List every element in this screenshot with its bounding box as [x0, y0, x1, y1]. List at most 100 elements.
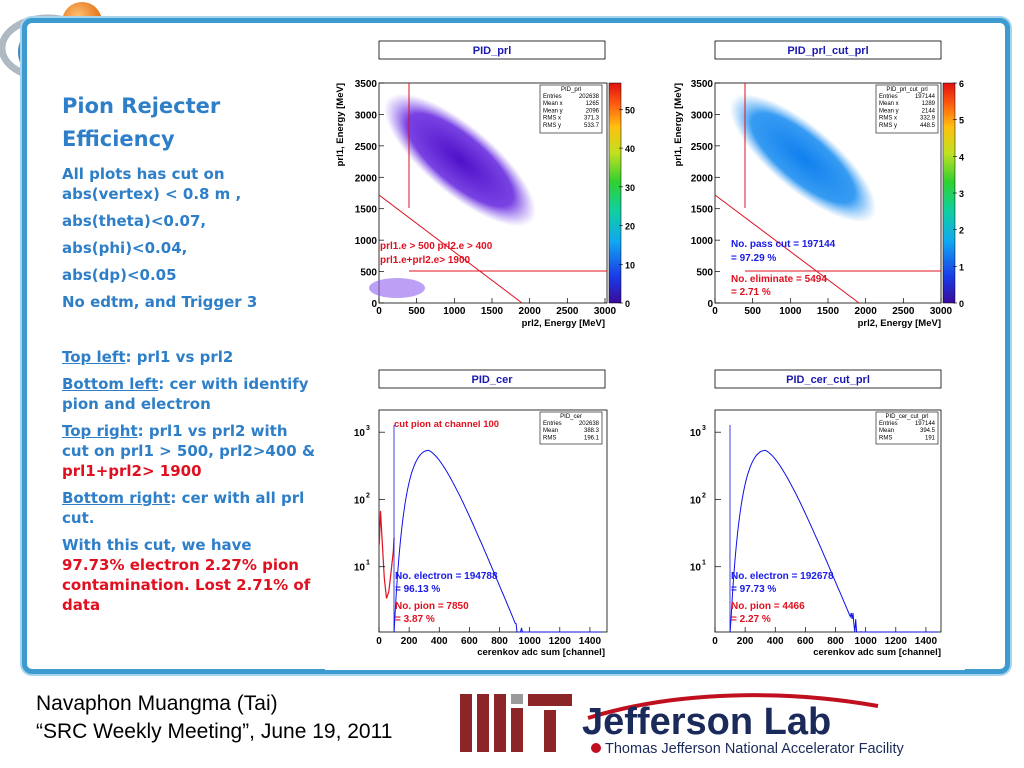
plot-frame — [714, 409, 942, 633]
stats-key: RMS x — [543, 116, 561, 122]
y-tick-exponent: 1 — [702, 560, 706, 567]
x-tick-label: 2000 — [855, 306, 878, 317]
desc-bottom-left: Bottom left: cer with identify pion and … — [62, 375, 309, 413]
x-tick-label: 1500 — [481, 306, 504, 317]
y-tick-label: 2500 — [691, 142, 714, 153]
plots-panel: PID_prl prl1.e > 500 prl2.e > 400 prl1.e… — [325, 30, 965, 670]
y-tick-label: 10 — [690, 495, 702, 506]
y-tick-exponent: 3 — [366, 425, 370, 432]
x-axis-label: prl2, Energy [MeV] — [858, 318, 941, 329]
y-tick-label: 2000 — [691, 173, 714, 184]
z-tick-label: 3 — [959, 189, 964, 199]
x-tick-label: 200 — [737, 636, 754, 647]
z-tick-label: 30 — [625, 183, 635, 193]
x-tick-label: 800 — [491, 636, 508, 647]
svg-text:= 96.13 %: = 96.13 % — [395, 584, 440, 595]
histogram-electron — [729, 449, 938, 633]
scatter-cloud — [729, 93, 877, 223]
y-tick-label: 2500 — [355, 142, 378, 153]
svg-text:No. electron = 194788: No. electron = 194788 — [395, 571, 498, 582]
desc-top-right: Top right: prl1 vs prl2 with cut on prl1… — [62, 422, 316, 480]
cut-annotation: prl1.e+prl2.e> 1900 — [380, 255, 471, 266]
y-axis-label: prl1, Energy [MeV] — [335, 83, 346, 166]
plot-title-box — [378, 40, 606, 60]
plot-title: PID_cer_cut_prl — [786, 374, 870, 386]
desc-top-left: Top left: prl1 vs prl2 — [62, 348, 234, 366]
x-tick-label: 600 — [797, 636, 814, 647]
svg-text:PID_cer: PID_cer — [560, 414, 582, 420]
x-tick-label: 1200 — [885, 636, 908, 647]
z-tick-label: 20 — [625, 222, 635, 232]
x-tick-label: 0 — [712, 306, 718, 317]
y-tick-label: 3000 — [355, 110, 378, 121]
stats-key: Mean x — [879, 101, 899, 107]
y-tick-label: 2000 — [355, 173, 378, 184]
stats-value: 371.3 — [584, 116, 600, 122]
y-tick-label: 3500 — [355, 79, 378, 90]
pass-annotation: No. pass cut = 197144 — [731, 239, 836, 250]
scatter-cloud-low — [369, 278, 425, 298]
histogram-electron — [393, 449, 602, 633]
y-tick-label: 1500 — [691, 205, 714, 216]
stats-value: 196.1 — [584, 435, 600, 441]
stats-box — [875, 411, 939, 445]
jlab-subtitle: Thomas Jefferson National Accelerator Fa… — [605, 741, 904, 757]
x-tick-label: 0 — [376, 636, 382, 647]
x-tick-label: 800 — [827, 636, 844, 647]
x-tick-label: 1000 — [443, 306, 466, 317]
mit-logo — [460, 694, 572, 752]
x-tick-label: 1000 — [779, 306, 802, 317]
stats-value: 197144 — [915, 421, 936, 427]
stats-value: 202638 — [579, 421, 600, 427]
x-tick-label: 1500 — [817, 306, 840, 317]
y-tick-label: 1500 — [355, 205, 378, 216]
y-tick-exponent: 3 — [702, 425, 706, 432]
z-tick-label: 1 — [959, 262, 964, 272]
x-tick-label: 200 — [401, 636, 418, 647]
x-tick-label: 500 — [408, 306, 425, 317]
stats-key: RMS — [879, 435, 892, 441]
x-tick-label: 2500 — [556, 306, 579, 317]
plot-title-box — [714, 369, 942, 389]
cut-line: abs(dp)<0.05 — [62, 266, 177, 284]
slide-text-column: Pion Rejecter Efficiency All plots has c… — [62, 90, 317, 622]
x-tick-label: 3000 — [930, 306, 953, 317]
y-axis-label: prl1, Energy [MeV] — [673, 83, 684, 166]
author-name: Navaphon Muangma (Tai) — [36, 692, 278, 715]
stats-box — [539, 411, 603, 445]
stats-value: 1289 — [922, 101, 936, 107]
svg-text:PID_cer_cut_prl: PID_cer_cut_prl — [885, 414, 928, 420]
y-tick-label: 3500 — [691, 79, 714, 90]
svg-text:= 2.71 %: = 2.71 % — [731, 287, 771, 298]
x-tick-label: 400 — [431, 636, 448, 647]
cut-annotation: cut pion at channel 100 — [394, 419, 499, 430]
stats-key: RMS — [543, 435, 556, 441]
cut-line: No edtm, and Trigger 3 — [62, 293, 258, 311]
cut-line: abs(theta)<0.07, — [62, 212, 207, 230]
z-tick-label: 0 — [959, 299, 964, 309]
stats-value: 2144 — [922, 108, 936, 114]
y-tick-label: 10 — [354, 563, 366, 574]
y-tick-label: 10 — [690, 563, 702, 574]
stats-key: Entries — [879, 421, 898, 427]
x-axis-label: prl2, Energy [MeV] — [522, 318, 605, 329]
stats-key: RMS y — [543, 123, 561, 129]
stats-box — [875, 84, 939, 134]
plot-title: PID_prl_cut_prl — [787, 45, 868, 57]
x-tick-label: 3000 — [594, 306, 617, 317]
z-tick-label: 50 — [625, 105, 635, 115]
x-tick-label: 600 — [461, 636, 478, 647]
x-tick-label: 500 — [744, 306, 761, 317]
desc-result: With this cut, we have 97.73% electron 2… — [62, 536, 311, 614]
x-axis-label: cerenkov adc sum [channel] — [477, 647, 605, 658]
y-tick-label: 10 — [690, 428, 702, 439]
footer-author: Navaphon Muangma (Tai) “SRC Weekly Meeti… — [36, 690, 392, 746]
stats-key: Entries — [543, 94, 562, 100]
y-tick-label: 1000 — [691, 236, 714, 247]
stats-key: RMS y — [879, 123, 897, 129]
stats-value: 332.9 — [920, 116, 936, 122]
stats-value: 394.5 — [920, 428, 936, 434]
stats-key: Mean y — [879, 108, 899, 114]
plot-top-right: PID_prl_cut_prl No. pass cut = 197144 = … — [673, 40, 964, 329]
cut-line: abs(phi)<0.04, — [62, 239, 188, 257]
